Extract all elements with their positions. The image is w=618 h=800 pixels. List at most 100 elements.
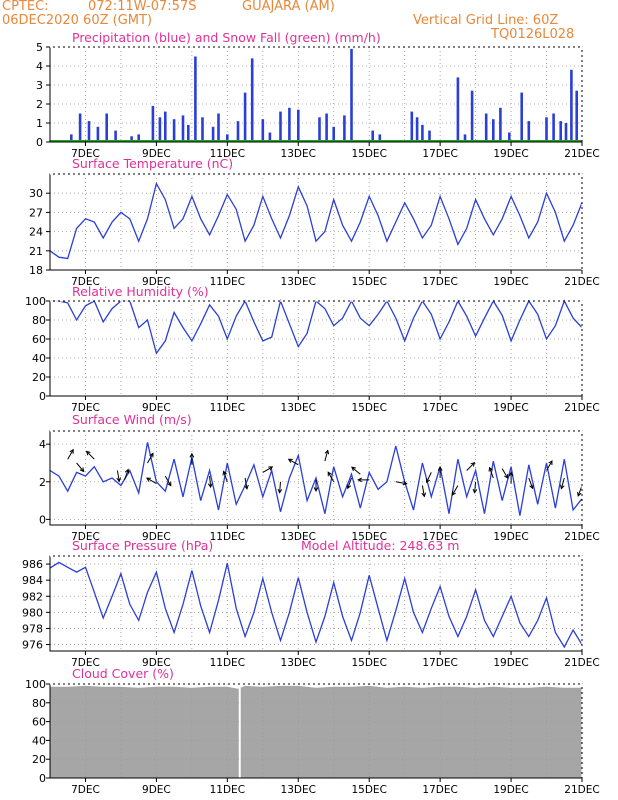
wind-arrow-shaft (223, 471, 228, 482)
series-line (49, 442, 583, 516)
wind-arrow-head (488, 466, 493, 472)
wind-arrow-head (560, 484, 565, 490)
x-tick-label: 15DEC (351, 148, 386, 160)
header-product-code: TQ0126L028 (491, 27, 575, 42)
wind-arrow (501, 468, 509, 480)
x-tick-label: 9DEC (142, 531, 171, 543)
y-tick-label: 2 (36, 98, 43, 111)
precipitation-bar (137, 134, 140, 142)
y-tick-label: 20 (32, 371, 46, 384)
y-tick-label: 982 (22, 590, 43, 603)
panel-title: Surface Pressure (hPa) (72, 538, 213, 553)
panel-frame (49, 173, 583, 271)
x-tick-label: 15DEC (351, 531, 386, 543)
precipitation-bar (378, 134, 382, 142)
x-tick-label: 13DEC (281, 276, 316, 288)
wind-arrow-head (548, 460, 553, 466)
precipitation-bar (226, 134, 229, 142)
wind-arrow-shaft (489, 467, 494, 479)
wind-arrow-shaft (421, 485, 425, 497)
wind-arrow (528, 477, 534, 490)
precipitation-bar (187, 124, 190, 142)
wind-arrow-shaft (262, 466, 273, 473)
precipitation-bar (410, 111, 414, 142)
header-run-date: 06DEC2020 60Z (GMT) (2, 13, 153, 28)
precipitation-bar (164, 111, 167, 142)
wind-arrow-shaft (124, 469, 129, 481)
series-line (50, 298, 583, 355)
x-tick-label: 17DEC (422, 402, 457, 414)
wind-arrow (357, 477, 370, 483)
x-tick-label: 19DEC (493, 276, 528, 288)
y-tick-label: 4 (39, 438, 46, 451)
precipitation-bar (87, 121, 91, 142)
wind-arrow-shaft (546, 460, 553, 471)
x-tick-label: 9DEC (142, 402, 171, 414)
precipitation-bar (421, 124, 424, 142)
wind-arrow (351, 466, 361, 475)
x-tick-label: 7DEC (71, 402, 100, 414)
cloud-cover-area (50, 685, 582, 778)
wind-arrow-shaft (426, 472, 432, 483)
precipitation-bar (332, 126, 335, 142)
series-line (49, 181, 583, 260)
precipitation-bar (288, 107, 291, 142)
precipitation-bar (181, 115, 185, 142)
x-tick-label: 7DEC (71, 276, 100, 288)
panel-5: Surface Pressure (hPa) Model Altitude: 24… (22, 538, 600, 669)
x-tick-label: 15DEC (351, 402, 386, 414)
precipitation-bar (297, 109, 300, 142)
wind-arrow-head (222, 470, 227, 476)
y-tick-label: 80 (32, 314, 46, 327)
y-tick-label: 80 (32, 697, 46, 710)
wind-arrow-head (85, 450, 91, 456)
wind-arrow (244, 477, 249, 490)
y-tick-label: 0 (36, 136, 43, 149)
precipitation-bar (261, 119, 265, 142)
y-tick-label: 1 (36, 117, 43, 130)
y-tick-label: 0 (39, 513, 46, 526)
precipitation-bar (575, 90, 578, 142)
x-tick-label: 19DEC (493, 657, 528, 669)
wind-arrow-shaft (324, 450, 329, 462)
header-source: CPTEC: (2, 0, 49, 14)
precipitation-bar (492, 119, 495, 142)
wind-arrow-head (268, 466, 274, 471)
precipitation-bar (194, 56, 197, 142)
x-tick-label: 11DEC (210, 276, 245, 288)
wind-arrow (287, 458, 299, 466)
wind-arrow-head (79, 467, 85, 473)
precipitation-bar (428, 130, 431, 142)
wind-arrow (67, 448, 74, 460)
wind-arrow (508, 471, 514, 484)
x-tick-label: 17DEC (422, 531, 457, 543)
y-tick-label: 5 (36, 41, 43, 54)
wind-arrow-shaft (288, 458, 299, 466)
x-tick-label: 13DEC (281, 531, 316, 543)
wind-arrow-head (470, 461, 476, 467)
y-tick-label: 984 (22, 574, 43, 587)
precipitation-bar (96, 126, 100, 142)
panel-title: Surface Temperature (nC) (72, 156, 233, 171)
wind-arrow (437, 465, 443, 478)
wind-arrow (277, 481, 283, 494)
wind-arrow (313, 479, 319, 492)
precipitation-bar (172, 119, 176, 142)
wind-arrow-head (402, 480, 408, 486)
precipitation-bar (570, 69, 573, 142)
wind-arrow (488, 466, 494, 479)
x-tick-label: 11DEC (210, 402, 245, 414)
precipitation-bar (105, 113, 108, 142)
precipitation-bar (236, 121, 240, 142)
y-tick-label: 4 (36, 60, 43, 73)
header-coordinates: 072:11W-07:57S (88, 0, 197, 14)
precipitation-bar (243, 92, 247, 142)
x-tick-label: 21DEC (564, 148, 599, 160)
x-tick-label: 11DEC (210, 784, 245, 796)
precipitation-bar (318, 117, 321, 142)
wind-arrow (76, 462, 85, 473)
y-tick-label: 30 (29, 187, 43, 200)
x-tick-label: 21DEC (564, 784, 599, 796)
wind-arrow (85, 450, 95, 460)
